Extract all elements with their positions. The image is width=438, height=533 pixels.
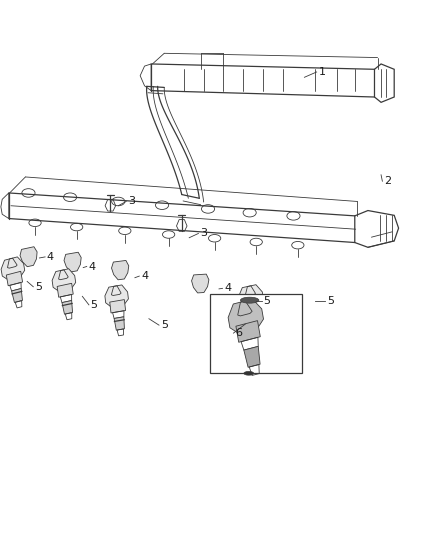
- Text: 2: 2: [384, 176, 391, 186]
- Ellipse shape: [244, 372, 254, 375]
- Polygon shape: [11, 288, 22, 303]
- Polygon shape: [20, 247, 37, 266]
- Polygon shape: [6, 271, 23, 286]
- Text: 4: 4: [47, 252, 54, 262]
- Text: 4: 4: [224, 284, 231, 293]
- Ellipse shape: [240, 297, 259, 303]
- Polygon shape: [105, 285, 128, 307]
- Text: 1: 1: [318, 67, 325, 77]
- Polygon shape: [244, 300, 261, 315]
- Text: 5: 5: [264, 296, 271, 306]
- Polygon shape: [57, 284, 73, 297]
- Text: 6: 6: [235, 328, 242, 338]
- Polygon shape: [112, 261, 129, 280]
- Text: 4: 4: [141, 271, 148, 281]
- Polygon shape: [191, 274, 209, 293]
- Text: 5: 5: [327, 296, 334, 306]
- Polygon shape: [236, 321, 260, 342]
- Text: 5: 5: [35, 282, 42, 292]
- Text: 5: 5: [161, 320, 168, 330]
- Polygon shape: [238, 285, 263, 309]
- Polygon shape: [52, 269, 76, 291]
- Text: 4: 4: [88, 262, 95, 271]
- Polygon shape: [228, 299, 264, 333]
- Polygon shape: [64, 252, 81, 272]
- Polygon shape: [110, 300, 126, 313]
- Polygon shape: [249, 318, 260, 333]
- Text: 3: 3: [128, 197, 135, 206]
- Text: 3: 3: [200, 229, 207, 238]
- Bar: [210, 294, 302, 373]
- Polygon shape: [62, 301, 73, 314]
- Text: 5: 5: [91, 300, 98, 310]
- Polygon shape: [1, 257, 25, 280]
- Polygon shape: [244, 346, 260, 367]
- Polygon shape: [114, 317, 124, 330]
